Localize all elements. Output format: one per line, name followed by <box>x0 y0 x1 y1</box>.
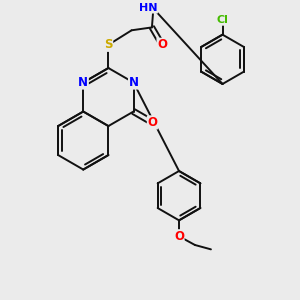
Text: O: O <box>174 230 184 243</box>
Text: O: O <box>157 38 167 51</box>
Text: HN: HN <box>139 3 158 13</box>
Text: O: O <box>147 116 158 129</box>
Text: N: N <box>128 76 139 89</box>
Text: N: N <box>78 76 88 89</box>
Text: Cl: Cl <box>217 15 229 25</box>
Text: S: S <box>104 38 112 51</box>
